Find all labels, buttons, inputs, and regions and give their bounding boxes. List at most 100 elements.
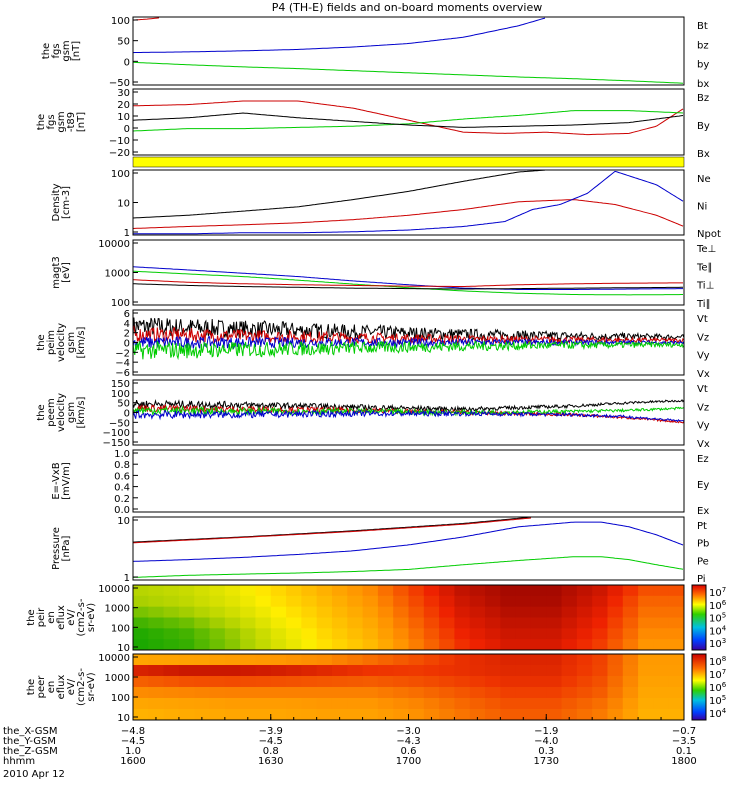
spectrogram-cell <box>423 676 440 688</box>
y-tick-label: 100 <box>111 389 130 400</box>
spectrogram-cell <box>454 654 471 666</box>
spectrogram-cell <box>439 665 456 677</box>
x-row-value: −4.5 <box>121 736 145 747</box>
spectrogram-cell <box>178 665 195 677</box>
spectrogram-cell <box>500 698 517 710</box>
spectrogram-cell <box>163 628 180 640</box>
spectrogram-cell <box>347 585 364 597</box>
spectrogram-cell <box>469 595 486 608</box>
spectrogram-cell <box>622 709 639 720</box>
spectrogram-cell <box>255 654 272 666</box>
spectrogram-cell <box>439 687 456 699</box>
spectrogram-cell <box>224 585 241 597</box>
spectrogram-cell <box>530 665 547 677</box>
legend-Vt: Vt <box>697 314 708 325</box>
spectrogram-cell <box>469 698 486 710</box>
spectrogram-cell <box>530 676 547 688</box>
colorbar-tick-label: 105 <box>709 612 726 625</box>
spectrogram-cell <box>255 698 272 710</box>
spectrogram-cell <box>607 585 624 597</box>
spectrogram-cell <box>133 585 149 597</box>
legend-Te∥: Te∥ <box>696 262 713 273</box>
spectrogram-cell <box>393 676 410 688</box>
spectrogram-cell <box>653 639 670 650</box>
spectrogram-cell <box>301 676 318 688</box>
spectrogram-cell <box>209 595 226 608</box>
spectrogram-cell <box>240 639 257 650</box>
spectrogram-cell <box>530 698 547 710</box>
spectrogram-cell <box>301 628 318 640</box>
spectrogram-cell <box>546 595 563 608</box>
spectrogram-cell <box>454 617 471 629</box>
spectrogram-cell <box>270 665 287 677</box>
spectrogram-cell <box>148 606 165 619</box>
legend-Ez: Ez <box>697 454 709 465</box>
y-axis-label: sr-eV) <box>86 672 97 701</box>
spectrogram-cell <box>255 617 272 629</box>
spectrogram-cell <box>163 698 180 710</box>
legend-Vy: Vy <box>697 351 710 362</box>
spectrogram-cell <box>485 665 501 677</box>
spectrogram-cell <box>485 709 501 720</box>
x-row-value: 1.0 <box>125 746 141 757</box>
spectrogram-cell <box>561 709 578 720</box>
spectrogram-cell <box>286 585 302 597</box>
y-tick-label: 0 <box>124 409 130 420</box>
y-axis-label: fgs <box>46 114 57 129</box>
spectrogram-cell <box>178 698 195 710</box>
colorbar <box>691 584 707 651</box>
spectrogram-cell <box>668 595 684 608</box>
spectrogram-cell <box>515 698 532 710</box>
spectrogram-cell <box>439 595 456 608</box>
legend-Pt: Pt <box>697 521 707 532</box>
y-axis-label: gsm <box>56 111 67 132</box>
y-tick-label: 100 <box>111 623 130 634</box>
y-axis-label: peem <box>46 398 57 426</box>
spectrogram-cell <box>270 639 287 650</box>
spectrogram-cell <box>377 639 394 650</box>
series-group <box>133 170 684 235</box>
spectrogram-cell <box>163 654 180 666</box>
y-tick-label: 0.8 <box>114 460 130 471</box>
spectrogram-cell <box>209 709 226 720</box>
y-tick-label: 10 <box>117 643 130 654</box>
panel-bg <box>133 89 684 155</box>
spectrogram-cell <box>178 617 195 629</box>
y-tick-label: 1000 <box>105 673 130 684</box>
spectrogram-cell <box>301 665 318 677</box>
spectrogram-cell <box>178 687 195 699</box>
legend-by: by <box>697 60 709 71</box>
spectrogram-cell <box>485 698 501 710</box>
spectrogram-cell <box>668 709 684 720</box>
spectrogram-cell <box>393 617 410 629</box>
spectrogram-cell <box>546 698 563 710</box>
spectrogram-cell <box>194 617 211 629</box>
x-row-value: −1.9 <box>534 726 558 737</box>
y-tick-label: 10 <box>117 713 130 724</box>
spectrogram-cell <box>423 698 440 710</box>
spectrogram-cell <box>362 709 379 720</box>
y-axis-label: gsm <box>66 402 77 423</box>
series-Pi-line <box>133 521 684 562</box>
spectrogram-cell <box>377 709 394 720</box>
x-row-value: 1600 <box>120 756 145 767</box>
y-tick-label: −6 <box>115 368 130 379</box>
spectrogram-cell <box>133 628 149 640</box>
spectrogram-cell <box>653 676 670 688</box>
spectrogram-cell <box>668 628 684 640</box>
spectrogram-cell <box>561 639 578 650</box>
spectrogram-cell <box>638 585 654 597</box>
legend-Ti⊥: Ti⊥ <box>696 281 714 292</box>
y-axis-label: Pressure <box>51 527 62 570</box>
spectrogram-cell <box>607 709 624 720</box>
spectrogram-cell <box>469 585 486 597</box>
spectrogram-cell <box>286 698 302 710</box>
spectrogram-cell <box>485 687 501 699</box>
panel-frame <box>132 584 685 651</box>
spectrogram-cell <box>178 654 195 666</box>
y-axis-label: [cm-3] <box>61 186 72 219</box>
colorbar-tick-label: 105 <box>709 694 726 707</box>
spectrogram-cell <box>622 687 639 699</box>
spectrogram-cell <box>576 665 593 677</box>
